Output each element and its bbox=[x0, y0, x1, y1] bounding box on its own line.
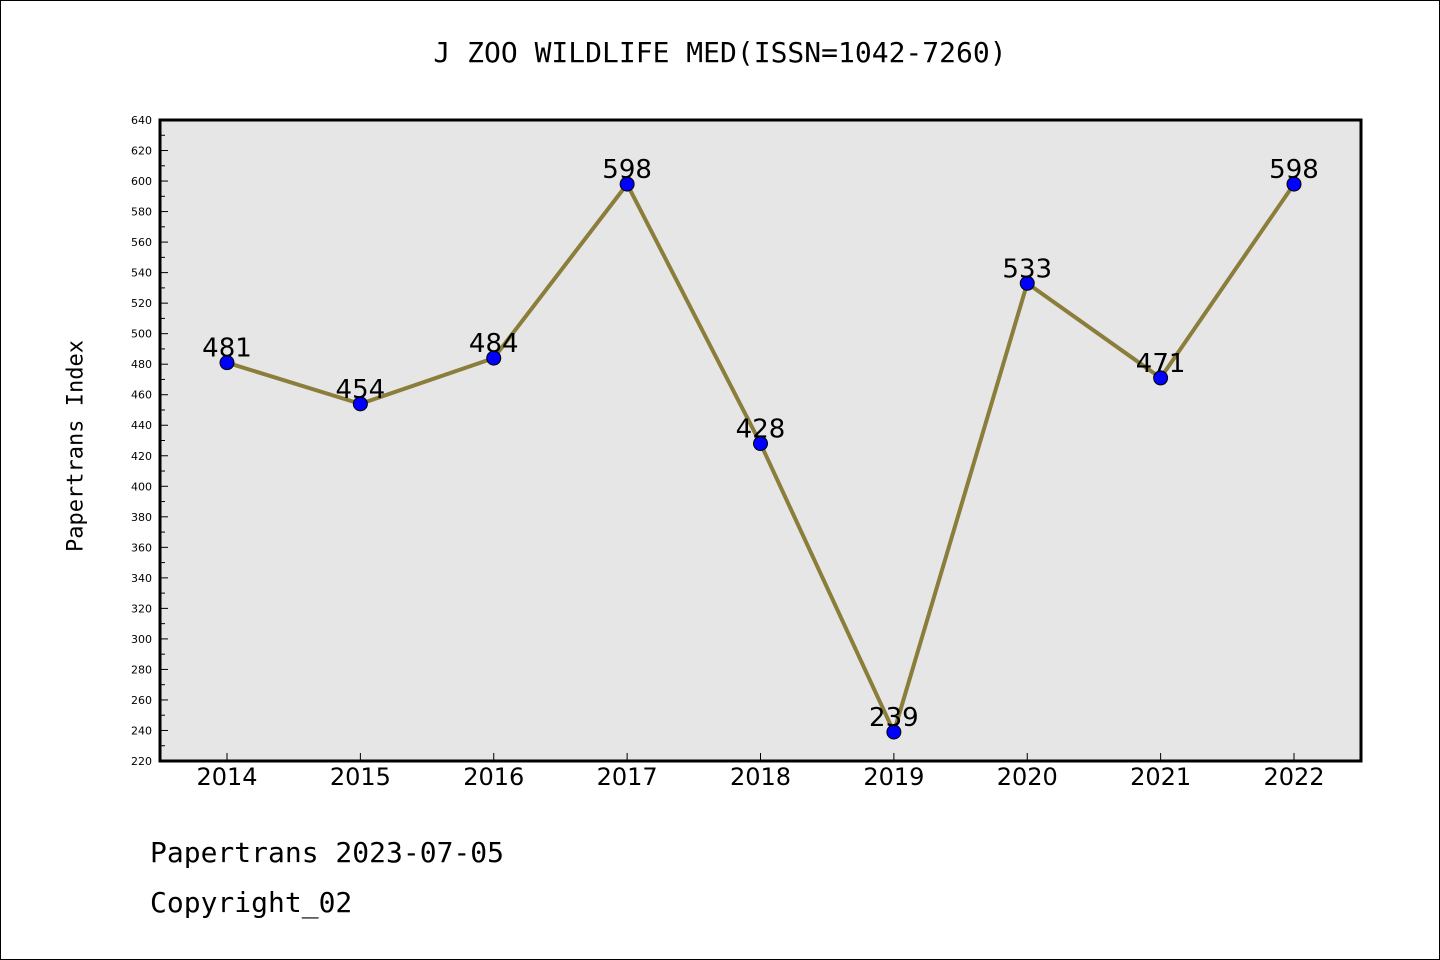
y-tick-label: 540 bbox=[131, 267, 152, 280]
y-tick-label: 620 bbox=[131, 145, 152, 158]
y-tick-label: 300 bbox=[131, 633, 152, 646]
x-tick-label: 2015 bbox=[330, 763, 391, 791]
y-tick-label: 240 bbox=[131, 724, 152, 737]
data-label: 239 bbox=[869, 703, 919, 733]
data-point bbox=[619, 176, 635, 192]
x-tick-label: 2017 bbox=[597, 763, 658, 791]
footer-date: Papertrans 2023-07-05 bbox=[150, 836, 505, 869]
x-tick-label: 2016 bbox=[463, 763, 524, 791]
data-point bbox=[886, 724, 902, 740]
data-label: 484 bbox=[469, 329, 519, 359]
x-tick-label: 2014 bbox=[196, 763, 257, 791]
y-tick-label: 280 bbox=[131, 663, 152, 676]
plot-border bbox=[158, 118, 1363, 763]
y-tick-label: 220 bbox=[131, 755, 152, 768]
y-tick-label: 400 bbox=[131, 480, 152, 493]
chart-title: J ZOO WILDLIFE MED(ISSN=1042-7260) bbox=[433, 36, 1007, 69]
x-tick-label: 2022 bbox=[1263, 763, 1324, 791]
data-point bbox=[352, 396, 368, 412]
x-tick-label: 2021 bbox=[1130, 763, 1191, 791]
y-tick-label: 420 bbox=[131, 450, 152, 463]
y-tick-label: 500 bbox=[131, 328, 152, 341]
y-tick-label: 340 bbox=[131, 572, 152, 585]
series-markers bbox=[219, 176, 1302, 740]
y-tick-label: 520 bbox=[131, 297, 152, 310]
data-point bbox=[1286, 176, 1302, 192]
x-tick-label: 2020 bbox=[997, 763, 1058, 791]
data-label: 471 bbox=[1136, 349, 1186, 379]
x-tick-label: 2018 bbox=[730, 763, 791, 791]
x-axis: 2014 2015 2016 2017 2018 2019 2020 2021 2022 bbox=[196, 753, 1325, 791]
footer-copyright: Copyright_02 bbox=[150, 886, 353, 919]
y-tick-label: 480 bbox=[131, 358, 152, 371]
y-tick-label: 380 bbox=[131, 511, 152, 524]
y-tick-label: 360 bbox=[131, 541, 152, 554]
y-tick-label: 320 bbox=[131, 602, 152, 615]
data-point bbox=[1153, 370, 1169, 386]
data-point bbox=[753, 436, 768, 452]
y-tick-label: 560 bbox=[131, 236, 152, 249]
data-point bbox=[486, 350, 502, 366]
y-tick-label: 460 bbox=[131, 389, 152, 402]
y-axis: 220 240 260 280 300 320 340 360 380 400 420 440 460 4… bbox=[131, 114, 168, 768]
data-label: 454 bbox=[336, 375, 386, 405]
y-tick-label: 640 bbox=[131, 114, 152, 127]
y-tick-label: 440 bbox=[131, 419, 152, 432]
data-point bbox=[1019, 275, 1035, 291]
data-label: 481 bbox=[202, 334, 252, 364]
y-tick-label: 260 bbox=[131, 694, 152, 707]
data-label: 598 bbox=[602, 155, 652, 185]
data-label: 428 bbox=[736, 415, 786, 445]
x-tick-label: 2019 bbox=[863, 763, 924, 791]
data-label: 598 bbox=[1269, 155, 1319, 185]
data-label: 533 bbox=[1002, 254, 1052, 284]
data-labels: 481 454 484 598 428 239 533 471 598 bbox=[202, 155, 1319, 733]
y-tick-label: 580 bbox=[131, 206, 152, 219]
data-point bbox=[219, 355, 235, 371]
y-tick-label: 600 bbox=[131, 175, 152, 188]
